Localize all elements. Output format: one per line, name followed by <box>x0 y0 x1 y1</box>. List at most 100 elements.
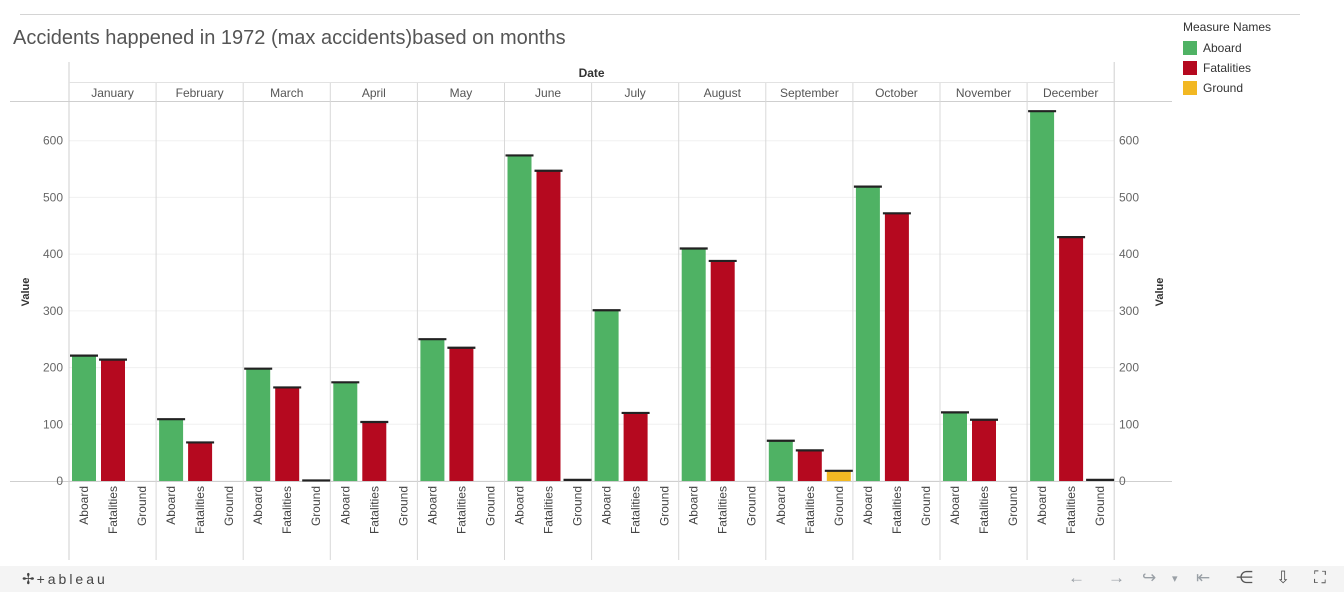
measure-label: Ground <box>832 486 846 526</box>
y-tick-left: 500 <box>43 190 63 204</box>
measure-label: Ground <box>658 486 672 526</box>
legend-label-fatalities: Fatalities <box>1203 61 1252 75</box>
measure-label: Ground <box>396 486 410 526</box>
chart-title: Accidents happened in 1972 (max accident… <box>13 27 566 49</box>
measure-label: Fatalities <box>629 486 643 534</box>
month-label: February <box>176 86 224 100</box>
month-label: November <box>956 86 1011 100</box>
y-tick-right: 100 <box>1119 417 1139 431</box>
bar-fatalities <box>884 213 909 481</box>
bar-aboard <box>768 440 793 481</box>
bar-fatalities <box>710 260 735 481</box>
legend-label-ground: Ground <box>1203 81 1244 95</box>
bar-aboard <box>943 412 967 481</box>
month-label: January <box>91 86 134 100</box>
bar-fatalities <box>275 387 300 481</box>
month-label: December <box>1043 86 1098 100</box>
y-tick-right: 500 <box>1119 190 1139 204</box>
tableau-logo[interactable]: ✢ +ableau <box>22 570 108 588</box>
share-icon[interactable]: ⋲ <box>1236 568 1253 587</box>
measure-label: Ground <box>745 486 759 526</box>
bar-aboard <box>159 419 184 481</box>
measure-label: Ground <box>1006 486 1020 526</box>
bar-fatalities <box>536 170 561 481</box>
bar-ground <box>826 470 851 481</box>
revert-dropdown-icon[interactable]: ▾ <box>1172 573 1178 585</box>
reset-icon[interactable]: ⇤ <box>1196 568 1211 587</box>
month-label: August <box>704 86 742 100</box>
tableau-logo-icon: ✢ <box>22 571 35 588</box>
measure-label: Aboard <box>948 486 962 525</box>
fullscreen-icon[interactable]: ⛶ <box>1314 568 1326 587</box>
legend-item-fatalities[interactable]: Fatalities <box>1183 58 1333 78</box>
measure-label: Aboard <box>164 486 178 525</box>
y-tick-right: 600 <box>1119 134 1139 148</box>
measure-label: Aboard <box>251 486 265 525</box>
y-tick-left: 400 <box>43 247 63 261</box>
month-label: July <box>624 86 645 100</box>
legend-title: Measure Names <box>1183 20 1272 34</box>
legend-swatch-aboard <box>1183 41 1197 55</box>
measure-label: Ground <box>571 486 585 526</box>
y-tick-right: 300 <box>1119 304 1139 318</box>
legend-item-ground[interactable]: Ground <box>1183 78 1333 98</box>
bar-fatalities <box>188 442 213 481</box>
bar-fatalities <box>797 450 822 481</box>
measure-label: Aboard <box>687 486 701 525</box>
measure-label: Fatalities <box>1064 486 1078 534</box>
y-tick-left: 0 <box>56 474 63 488</box>
measure-label: Fatalities <box>280 486 294 534</box>
bar-fatalities <box>1059 237 1084 481</box>
legend-item-aboard[interactable]: Aboard <box>1183 38 1333 58</box>
download-icon[interactable]: ⇩ <box>1276 568 1291 587</box>
measure-label: Ground <box>919 486 933 526</box>
footer-toolbar: ✢ +ableau ← → ↪ ▾ ⇤ ⋲ ⇩ ⛶ <box>0 566 1344 592</box>
measure-label: Fatalities <box>367 486 381 534</box>
measure-label: Ground <box>309 486 323 526</box>
measure-label: Aboard <box>774 486 788 525</box>
measure-label: Aboard <box>600 486 614 525</box>
legend-swatch-fatalities <box>1183 61 1197 75</box>
redo-icon[interactable]: → <box>1108 568 1125 587</box>
measure-label: Fatalities <box>716 486 730 534</box>
legend-label-aboard: Aboard <box>1203 41 1242 55</box>
measure-label: Aboard <box>513 486 527 525</box>
bar-aboard <box>855 186 880 481</box>
bar-aboard <box>420 339 445 481</box>
bar-aboard <box>333 382 358 481</box>
measure-label: Ground <box>1093 486 1107 526</box>
measure-label: Ground <box>135 486 149 526</box>
month-label: March <box>270 86 303 100</box>
month-label: June <box>535 86 561 100</box>
y-tick-left: 300 <box>43 304 63 318</box>
column-header-date: Date <box>579 66 605 80</box>
bar-aboard <box>246 368 271 481</box>
measure-label: Aboard <box>861 486 875 525</box>
y-tick-left: 100 <box>43 417 63 431</box>
y-tick-left: 600 <box>43 134 63 148</box>
bar-fatalities <box>101 359 125 481</box>
month-label: October <box>875 86 918 100</box>
bar-fatalities <box>362 422 387 481</box>
legend[interactable]: Measure Names Aboard Fatalities Ground <box>1183 20 1333 98</box>
month-label: May <box>450 86 473 100</box>
y-tick-right: 200 <box>1119 361 1139 375</box>
measure-label: Aboard <box>1035 486 1049 525</box>
bar-fatalities <box>972 419 996 481</box>
measure-label: Aboard <box>425 486 439 525</box>
bar-fatalities <box>623 412 648 481</box>
undo-icon[interactable]: ← <box>1068 568 1085 587</box>
month-label: April <box>362 86 386 100</box>
y-axis-title-right: Value <box>1154 278 1166 307</box>
measure-label: Ground <box>222 486 236 526</box>
y-axis-title-left: Value <box>20 278 32 307</box>
y-tick-right: 400 <box>1119 247 1139 261</box>
y-tick-left: 200 <box>43 361 63 375</box>
bar-fatalities <box>449 347 474 481</box>
y-tick-right: 0 <box>1119 474 1126 488</box>
measure-label: Fatalities <box>193 486 207 534</box>
revert-icon[interactable]: ↪ <box>1142 568 1157 587</box>
bar-chart: Date January February March April May June July… <box>10 62 1172 560</box>
measure-label: Fatalities <box>454 486 468 534</box>
bar-aboard <box>1030 111 1055 481</box>
